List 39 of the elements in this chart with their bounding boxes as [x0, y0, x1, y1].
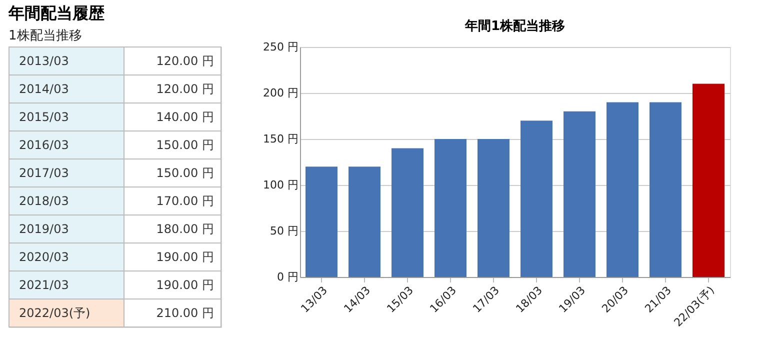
text: 190.00 円	[156, 250, 214, 264]
bar	[520, 120, 552, 277]
bar	[606, 102, 638, 277]
text: 150.00 円	[156, 166, 214, 180]
text: 210.00 円	[156, 306, 214, 320]
text: 年間配当履歴	[8, 4, 104, 22]
bar	[478, 139, 510, 277]
text: 2013/03	[19, 54, 69, 68]
text: 2022/03(予)	[19, 306, 90, 320]
bar	[692, 84, 724, 277]
y-tick-label: 0 円	[277, 270, 298, 284]
text: 2018/03	[19, 194, 69, 208]
text: 190.00 円	[156, 278, 214, 292]
bar	[392, 148, 424, 277]
chart-title: 年間1株配当推移	[464, 19, 566, 34]
text: 140.00 円	[156, 110, 214, 124]
y-tick-label: 50 円	[270, 224, 298, 238]
y-tick-label: 250 円	[263, 40, 298, 54]
text: 150.00 円	[156, 138, 214, 152]
text: 2014/03	[19, 82, 69, 96]
text: 2021/03	[19, 278, 69, 292]
text: 1株配当推移	[8, 28, 82, 44]
bar	[564, 111, 596, 277]
bar	[306, 166, 338, 277]
text: 180.00 円	[156, 222, 214, 236]
y-tick-label: 150 円	[263, 132, 298, 146]
y-tick-label: 100 円	[263, 178, 298, 192]
text: 170.00 円	[156, 194, 214, 208]
text: 120.00 円	[156, 82, 214, 96]
bar	[650, 102, 682, 277]
text: 2020/03	[19, 250, 69, 264]
y-tick-label: 200 円	[263, 86, 298, 100]
text: 2017/03	[19, 166, 69, 180]
text: 2016/03	[19, 138, 69, 152]
text: 120.00 円	[156, 54, 214, 68]
text: 2019/03	[19, 222, 69, 236]
bar	[348, 166, 380, 277]
text: 2015/03	[19, 110, 69, 124]
bar	[434, 139, 466, 277]
